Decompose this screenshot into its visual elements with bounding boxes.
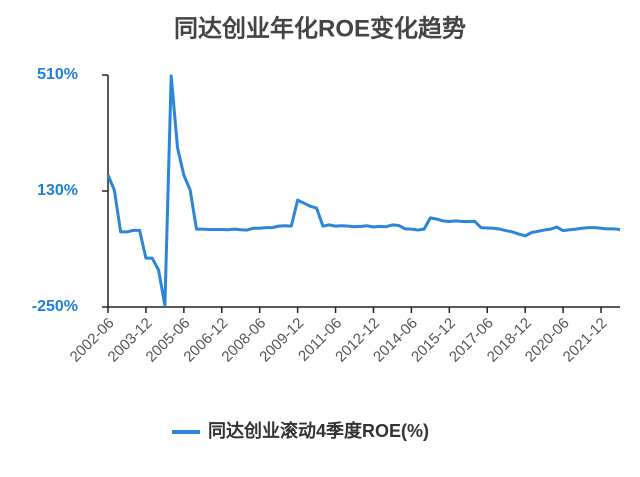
series-line [106,74,621,307]
y-tick-label: -250% [32,298,78,315]
y-tick-label: 130% [37,182,78,199]
chart-title: 同达创业年化ROE变化趋势 [174,14,466,42]
legend-label: 同达创业滚动4季度ROE(%) [208,420,429,441]
y-tick-label: 510% [37,66,78,83]
